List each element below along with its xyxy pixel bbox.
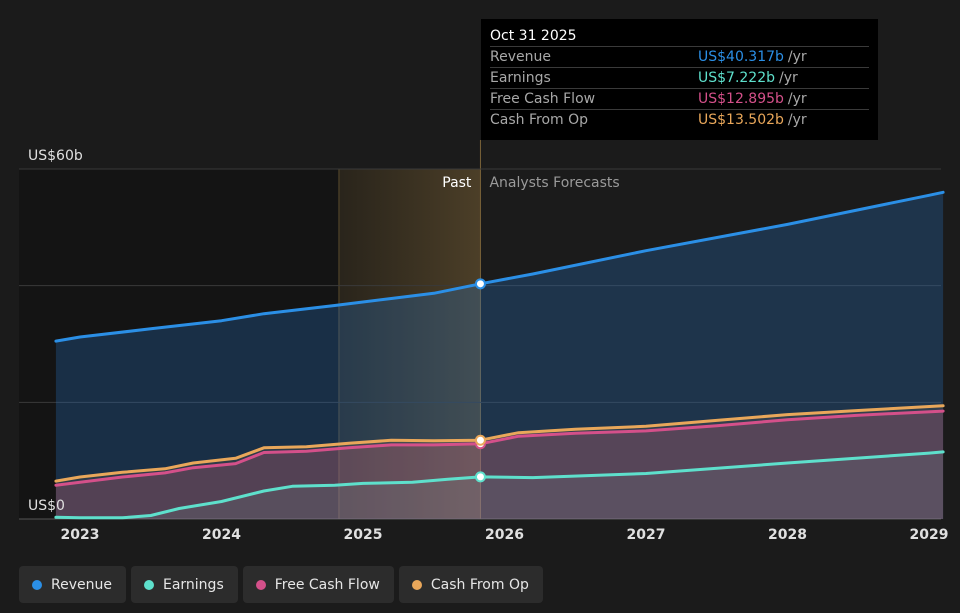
legend-item-cash-from-op[interactable]: Cash From Op: [398, 566, 543, 603]
tooltip-label: Earnings: [490, 70, 551, 86]
legend-item-free-cash-flow[interactable]: Free Cash Flow: [242, 566, 394, 603]
earnings-marker: [474, 471, 486, 483]
revenue-area: [55, 192, 944, 520]
highlight-band: [338, 169, 481, 519]
legend-dot-icon: [255, 579, 266, 590]
tooltip-unit: /yr: [787, 49, 807, 65]
legend-item-revenue[interactable]: Revenue: [19, 566, 126, 603]
tooltip-row-free-cash-flow: Free Cash Flow US$12.895b /yr: [490, 88, 869, 109]
cash-from-op-line: [54, 404, 945, 483]
x-tick-label: 2029: [910, 527, 949, 543]
tooltip-row-revenue: Revenue US$40.317b /yr: [490, 46, 869, 67]
revenue-line: [54, 190, 945, 343]
legend-item-earnings[interactable]: Earnings: [130, 566, 238, 603]
legend-label: Cash From Op: [430, 576, 529, 593]
tooltip-row-earnings: Earnings US$7.222b /yr: [490, 67, 869, 88]
tooltip-value: US$7.222b: [698, 70, 776, 86]
x-tick-label: 2023: [61, 527, 100, 543]
legend-dot-icon: [32, 579, 42, 590]
x-tick-label: 2025: [344, 527, 383, 543]
tooltip-label: Free Cash Flow: [490, 91, 596, 107]
past-label: Past: [442, 175, 472, 191]
tooltip-value: US$40.317b: [698, 49, 784, 65]
x-tick-label: 2027: [627, 527, 666, 543]
legend-label: Earnings: [162, 576, 224, 593]
cash-from-op-area: [55, 405, 944, 519]
y-axis-bottom-label: US$0: [28, 498, 65, 514]
tooltip-value: US$13.502b: [698, 112, 784, 128]
cash-from-op-marker: [474, 434, 486, 446]
x-tick-label: 2026: [485, 527, 524, 543]
earnings-line: [54, 450, 945, 520]
tooltip-unit: /yr: [787, 112, 807, 128]
x-tick-label: 2024: [202, 527, 241, 543]
legend: Revenue Earnings Free Cash Flow Cash Fro…: [19, 566, 543, 604]
legend-label: Revenue: [51, 576, 112, 593]
tooltip-value: US$12.895b: [698, 91, 784, 107]
legend-label: Free Cash Flow: [274, 576, 380, 593]
y-axis-top-label: US$60b: [28, 148, 83, 164]
tooltip-label: Revenue: [490, 49, 551, 65]
legend-dot-icon: [143, 579, 154, 590]
tooltip: Oct 31 2025 Revenue US$40.317b /yr Earni…: [481, 19, 878, 140]
free-cash-flow-line: [54, 409, 945, 487]
revenue-marker: [474, 278, 486, 290]
free-cash-flow-area: [55, 411, 944, 519]
tooltip-unit: /yr: [779, 70, 798, 86]
x-tick-label: 2028: [768, 527, 807, 543]
tooltip-date: Oct 31 2025: [490, 28, 577, 44]
legend-dot-icon: [411, 579, 422, 590]
tooltip-row-cash-from-op: Cash From Op US$13.502b /yr: [490, 109, 869, 130]
forecast-label: Analysts Forecasts: [489, 175, 619, 191]
tooltip-unit: /yr: [787, 91, 807, 107]
tooltip-label: Cash From Op: [490, 112, 589, 128]
